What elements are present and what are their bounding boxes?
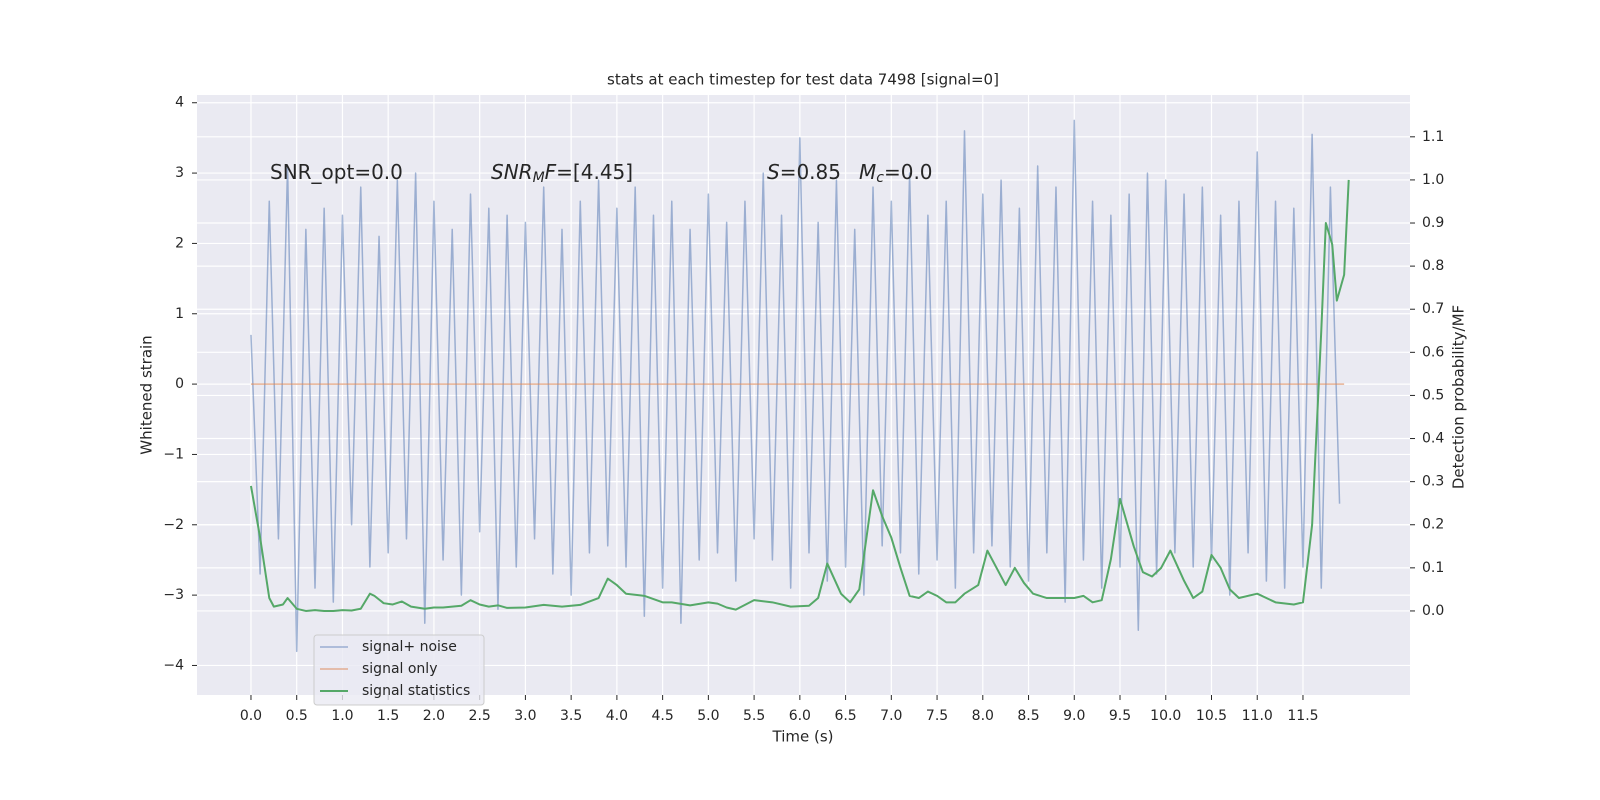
annotation: SNR_opt=0.0	[270, 160, 403, 184]
y2-axis-label: Detection probability/MF	[1450, 305, 1468, 489]
series-line	[249, 179, 1350, 612]
y-axis-label: Whitened strain	[138, 335, 156, 454]
annotation-part: S	[767, 160, 780, 184]
y-tick-label: −4	[163, 657, 184, 673]
x-tick-label: 4.0	[606, 708, 628, 724]
x-tick-label: 3.5	[560, 708, 582, 724]
legend-box	[313, 634, 485, 706]
x-tick-label: 3.0	[514, 708, 536, 724]
marks	[249, 119, 1350, 653]
legend: signal+ noise signal only signal statistic…	[313, 634, 485, 706]
y2-tick-label: 0.4	[1422, 431, 1444, 447]
y2-tick-label: 0.9	[1422, 215, 1444, 231]
annotation-part: c	[876, 170, 884, 186]
y2-tick-label: 0.8	[1422, 258, 1444, 274]
x-tick-label: 0.0	[240, 708, 262, 724]
y2-tick-label: 1.0	[1422, 172, 1444, 188]
x-tick-label: 9.0	[1063, 708, 1085, 724]
x-tick-label: 5.5	[743, 708, 765, 724]
annotation-part: F	[545, 160, 557, 184]
annotation-part: M	[859, 160, 876, 184]
x-tick-label: 2.0	[423, 708, 445, 724]
y2-tick-label: 0.7	[1422, 301, 1444, 317]
annotation-part: M	[533, 170, 545, 186]
legend-label: signal+ noise	[362, 639, 457, 655]
x-tick-label: 6.5	[834, 708, 856, 724]
y-tick-label: 1	[175, 306, 184, 322]
y-tick-label: −1	[163, 446, 184, 462]
y2-tick-label: 0.3	[1422, 474, 1444, 490]
legend-label: signal only	[362, 661, 437, 677]
annotation: Mc=0.0	[859, 160, 933, 187]
x-tick-label: 1.5	[377, 708, 399, 724]
x-tick-label: 4.5	[651, 708, 673, 724]
x-tick-label: 0.5	[286, 708, 308, 724]
y-tick-label: 4	[175, 95, 184, 111]
labels: 0.0 0.5 1.0 1.5 2.0 2.5 3.0 3.5 4.0 4.5 5.0 5.5 6.0 6…	[163, 95, 1444, 724]
x-tick-label: 10.0	[1150, 708, 1181, 724]
x-tick-label: 9.5	[1109, 708, 1131, 724]
x-tick-label: 5.0	[697, 708, 719, 724]
y2-tick-label: 0.5	[1422, 387, 1444, 403]
y2-tick-label: 0.1	[1422, 560, 1444, 576]
annotation: S=0.85	[767, 160, 841, 184]
y-tick-label: 0	[175, 376, 184, 392]
annotation: SNRMF=[4.45]	[491, 160, 633, 187]
y2-tick-label: 1.1	[1422, 129, 1444, 145]
x-tick-label: 1.0	[331, 708, 353, 724]
y-tick-label: 2	[175, 235, 184, 251]
annotation-part: SNR	[491, 160, 533, 184]
annotation-part: =0.85	[780, 160, 841, 184]
x-tick-label: 6.0	[789, 708, 811, 724]
x-tick-label: 10.5	[1196, 708, 1227, 724]
x-axis-label: Time (s)	[772, 728, 834, 746]
x-tick-label: 11.0	[1242, 708, 1273, 724]
y-tick-label: −2	[163, 517, 184, 533]
x-tick-label: 11.5	[1287, 708, 1318, 724]
y2-tick-label: 0.0	[1422, 603, 1444, 619]
series-line	[250, 119, 1341, 653]
x-tick-label: 2.5	[469, 708, 491, 724]
y2-tick-label: 0.2	[1422, 517, 1444, 533]
y-tick-label: −3	[163, 587, 184, 603]
x-tick-label: 8.0	[972, 708, 994, 724]
y-tick-label: 3	[175, 165, 184, 181]
annotation-part: SNR_opt=0.0	[270, 160, 403, 184]
annotation-part: =0.0	[884, 160, 933, 184]
x-tick-label: 8.5	[1017, 708, 1039, 724]
x-tick-label: 7.5	[926, 708, 948, 724]
legend-label: signal statistics	[362, 683, 470, 699]
x-tick-label: 7.0	[880, 708, 902, 724]
y2-tick-label: 0.6	[1422, 344, 1444, 360]
chart-title: stats at each timestep for test data 749…	[607, 71, 999, 89]
annotation-part: =[4.45]	[556, 160, 633, 184]
